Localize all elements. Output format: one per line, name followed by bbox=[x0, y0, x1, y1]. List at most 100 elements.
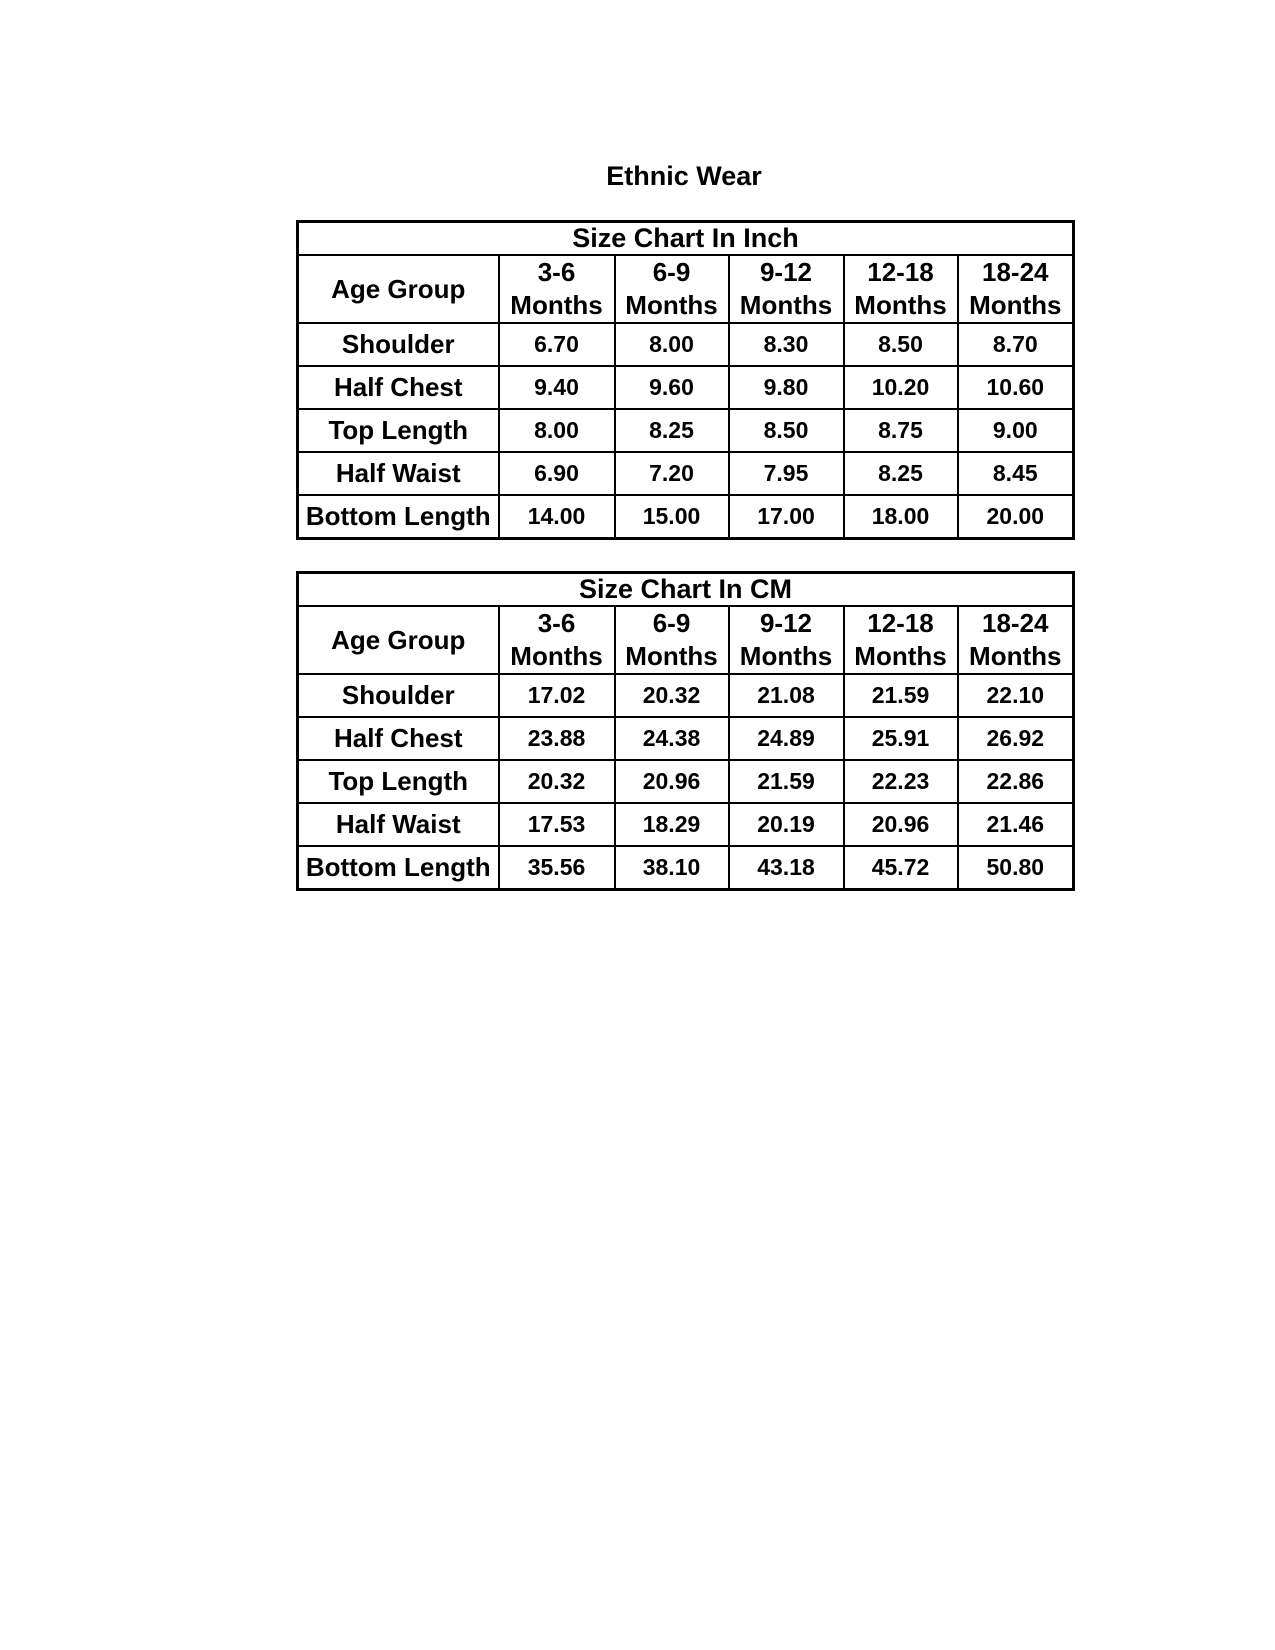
value-cell: 7.95 bbox=[727, 451, 845, 496]
page-title: Ethnic Wear bbox=[606, 161, 762, 191]
value-cell: 18.00 bbox=[842, 494, 959, 540]
value-cell: 20.32 bbox=[613, 673, 730, 718]
table-row: Half Waist 17.53 18.29 20.19 20.96 21.46 bbox=[296, 802, 1075, 847]
table-row: Bottom Length 14.00 15.00 17.00 18.00 20.00 bbox=[296, 494, 1075, 540]
value-cell: 17.53 bbox=[497, 802, 616, 847]
row-label: Top Length bbox=[296, 759, 500, 804]
column-header-range: 18-24 bbox=[982, 257, 1049, 287]
column-header-range: 12-18 bbox=[867, 608, 934, 638]
age-group-header: Age Group bbox=[296, 605, 500, 675]
value-cell: 17.02 bbox=[497, 673, 616, 718]
value-cell: 20.00 bbox=[956, 494, 1075, 540]
value-cell: 22.23 bbox=[842, 759, 959, 804]
column-header-unit: Months bbox=[969, 641, 1062, 671]
value-cell: 26.92 bbox=[956, 716, 1075, 761]
column-header-unit: Months bbox=[854, 290, 947, 320]
column-header: 6-9 Months bbox=[613, 254, 730, 324]
value-cell: 15.00 bbox=[613, 494, 730, 540]
value-cell: 9.60 bbox=[613, 365, 730, 410]
value-cell: 25.91 bbox=[842, 716, 959, 761]
value-cell: 17.00 bbox=[727, 494, 845, 540]
row-label: Bottom Length bbox=[296, 494, 500, 540]
column-header: 3-6 Months bbox=[497, 605, 616, 675]
column-header: 9-12 Months bbox=[727, 254, 845, 324]
value-cell: 6.90 bbox=[497, 451, 616, 496]
column-header: 6-9 Months bbox=[613, 605, 730, 675]
value-cell: 8.25 bbox=[842, 451, 959, 496]
row-label: Bottom Length bbox=[296, 845, 500, 891]
column-header: 18-24 Months bbox=[956, 254, 1075, 324]
row-label: Half Chest bbox=[296, 716, 500, 761]
column-header-range: 9-12 bbox=[759, 257, 813, 287]
row-label: Half Waist bbox=[296, 451, 500, 496]
value-cell: 7.20 bbox=[613, 451, 730, 496]
value-cell: 6.70 bbox=[497, 322, 616, 367]
table-row: Shoulder 6.70 8.00 8.30 8.50 8.70 bbox=[296, 322, 1075, 367]
column-header: 9-12 Months bbox=[727, 605, 845, 675]
row-label: Top Length bbox=[296, 408, 500, 453]
column-header-unit: Months bbox=[510, 641, 603, 671]
value-cell: 21.08 bbox=[727, 673, 845, 718]
row-label: Half Chest bbox=[296, 365, 500, 410]
value-cell: 20.96 bbox=[613, 759, 730, 804]
value-cell: 45.72 bbox=[842, 845, 959, 891]
column-header: 3-6 Months bbox=[497, 254, 616, 324]
value-cell: 8.50 bbox=[727, 408, 845, 453]
size-chart-inch-table: Size Chart In Inch Age Group 3-6 Months 6-9 M… bbox=[296, 220, 1076, 540]
row-label: Shoulder bbox=[296, 322, 500, 367]
table-caption-row: Size Chart In CM bbox=[296, 571, 1075, 607]
table-row: Half Chest 23.88 24.38 24.89 25.91 26.92 bbox=[296, 716, 1075, 761]
value-cell: 8.75 bbox=[842, 408, 959, 453]
value-cell: 9.80 bbox=[727, 365, 845, 410]
value-cell: 8.45 bbox=[956, 451, 1075, 496]
value-cell: 24.38 bbox=[613, 716, 730, 761]
column-header-row: Age Group 3-6 Months 6-9 Months 9-12 Months 12-… bbox=[296, 605, 1075, 675]
column-header-range: 12-18 bbox=[867, 257, 934, 287]
table-caption-row: Size Chart In Inch bbox=[296, 220, 1075, 256]
column-header-unit: Months bbox=[854, 641, 947, 671]
value-cell: 22.10 bbox=[956, 673, 1075, 718]
value-cell: 35.56 bbox=[497, 845, 616, 891]
table-row: Top Length 20.32 20.96 21.59 22.23 22.86 bbox=[296, 759, 1075, 804]
content-area: Ethnic Wear Size Chart In Inch Age Group 3… bbox=[296, 0, 1076, 891]
column-header-row: Age Group 3-6 Months 6-9 Months 9-12 Months 12-… bbox=[296, 254, 1075, 324]
row-label: Half Waist bbox=[296, 802, 500, 847]
column-header: 12-18 Months bbox=[842, 605, 959, 675]
value-cell: 9.00 bbox=[956, 408, 1075, 453]
value-cell: 21.59 bbox=[727, 759, 845, 804]
column-header-range: 6-9 bbox=[652, 608, 691, 638]
value-cell: 8.30 bbox=[727, 322, 845, 367]
column-header-range: 9-12 bbox=[759, 608, 813, 638]
age-group-header: Age Group bbox=[296, 254, 500, 324]
value-cell: 8.25 bbox=[613, 408, 730, 453]
value-cell: 22.86 bbox=[956, 759, 1075, 804]
value-cell: 8.70 bbox=[956, 322, 1075, 367]
value-cell: 8.00 bbox=[497, 408, 616, 453]
value-cell: 38.10 bbox=[613, 845, 730, 891]
column-header-unit: Months bbox=[625, 290, 718, 320]
size-chart-cm-table: Size Chart In CM Age Group 3-6 Months 6-9 Mon… bbox=[296, 571, 1076, 891]
column-header: 18-24 Months bbox=[956, 605, 1075, 675]
value-cell: 50.80 bbox=[956, 845, 1075, 891]
value-cell: 21.59 bbox=[842, 673, 959, 718]
value-cell: 23.88 bbox=[497, 716, 616, 761]
column-header-unit: Months bbox=[969, 290, 1062, 320]
column-header-unit: Months bbox=[739, 290, 833, 320]
column-header-unit: Months bbox=[739, 641, 833, 671]
column-header-range: 6-9 bbox=[652, 257, 691, 287]
value-cell: 10.60 bbox=[956, 365, 1075, 410]
column-header-range: 3-6 bbox=[537, 608, 576, 638]
table-row: Bottom Length 35.56 38.10 43.18 45.72 50.80 bbox=[296, 845, 1075, 891]
value-cell: 14.00 bbox=[497, 494, 616, 540]
column-header-unit: Months bbox=[625, 641, 718, 671]
value-cell: 43.18 bbox=[727, 845, 845, 891]
row-label: Shoulder bbox=[296, 673, 500, 718]
value-cell: 20.32 bbox=[497, 759, 616, 804]
value-cell: 24.89 bbox=[727, 716, 845, 761]
value-cell: 21.46 bbox=[956, 802, 1075, 847]
value-cell: 10.20 bbox=[842, 365, 959, 410]
table-caption: Size Chart In Inch bbox=[296, 220, 1075, 256]
value-cell: 18.29 bbox=[613, 802, 730, 847]
table-row: Top Length 8.00 8.25 8.50 8.75 9.00 bbox=[296, 408, 1075, 453]
